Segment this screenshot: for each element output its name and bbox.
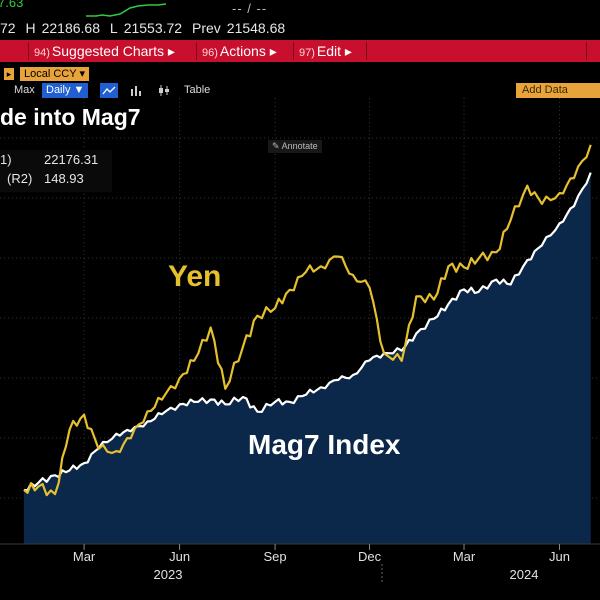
year-label: 2023 — [154, 567, 183, 582]
legend-value: 148.93 — [44, 171, 84, 186]
annotate-button[interactable]: ✎ Annotate — [268, 140, 322, 153]
x-tick-label: Jun — [549, 549, 570, 564]
currency-label: Local CCY — [24, 68, 77, 80]
yen-series-label: Yen — [168, 260, 221, 293]
add-data-input[interactable]: Add Data — [516, 83, 600, 98]
chart-toolbar: Max Daily ▼ Table Add Data — [0, 83, 600, 98]
change-placeholder: -- / -- — [232, 1, 268, 16]
prev-value: 21548.68 — [226, 20, 286, 36]
legend-tag: (R2) — [7, 171, 33, 186]
x-tick-label: Mar — [73, 549, 96, 564]
mag7-series-label: Mag7 Index — [248, 429, 401, 460]
actions-menu[interactable]: 96) Actions ▸ — [202, 43, 277, 60]
high-label: H — [25, 20, 36, 36]
period-dropdown[interactable]: Daily ▼ — [42, 83, 89, 98]
year-label: 2024 — [510, 567, 539, 582]
suggested-charts-menu[interactable]: 94) Suggested Charts ▸ — [34, 43, 175, 60]
price-stats-row: 72 H 22186.68 L 21553.72 Prev 21548.68 — [0, 20, 291, 36]
x-tick-label: Jun — [169, 549, 190, 564]
legend-row-mag7: 1) 22176.31 — [0, 152, 98, 167]
yen-series-line — [23, 144, 592, 497]
chart-title: de into Mag7 — [0, 104, 141, 130]
line-chart-icon[interactable] — [100, 83, 118, 98]
pencil-icon: ✎ — [272, 141, 280, 151]
menu-number: 94) — [34, 47, 50, 59]
intraday-sparkline — [86, 3, 166, 17]
menu-bar: 94) Suggested Charts ▸ 96) Actions ▸ 97) Ed… — [0, 40, 600, 62]
menu-number: 97) — [299, 47, 315, 59]
annotate-label: Annotate — [281, 141, 318, 151]
mag7-series-line — [23, 172, 592, 492]
high-value: 22186.68 — [41, 20, 100, 36]
quote-header: 7.63 -- / -- 72 H 22186.68 L 21553.72 Prev… — [0, 0, 600, 40]
low-label: L — [109, 20, 118, 36]
x-tick-label: Mar — [453, 549, 476, 564]
x-tick-label: Dec — [358, 549, 382, 564]
mag7-area-fill — [23, 172, 591, 544]
menu-label: Edit ▸ — [316, 43, 352, 59]
last-fragment: 72 — [0, 20, 16, 36]
menu-divider — [586, 42, 587, 60]
currency-dropdown[interactable]: Local CCY ▾ — [20, 67, 89, 81]
legend-row-yen: (R2) 148.93 — [0, 171, 84, 186]
table-button[interactable]: Table — [184, 84, 211, 96]
expand-arrow-icon[interactable]: ▸ — [4, 68, 14, 80]
menu-number: 96) — [202, 47, 218, 59]
prev-label: Prev — [191, 20, 221, 36]
menu-divider — [366, 42, 367, 60]
max-range-button[interactable]: Max — [14, 84, 35, 96]
edit-menu[interactable]: 97) Edit ▸ — [299, 43, 352, 60]
chart-plot: Mar Jun Sep Dec Mar Jun 2023 2024 Yen Mag7 Inde… — [0, 98, 600, 584]
menu-divider — [28, 42, 29, 60]
menu-label: Suggested Charts ▸ — [51, 43, 175, 59]
x-tick-labels: Mar Jun Sep Dec Mar Jun 2023 2024 — [73, 544, 570, 584]
candlestick-icon[interactable] — [156, 83, 172, 103]
legend-tag: 1) — [0, 152, 12, 167]
bar-chart-icon[interactable] — [128, 83, 144, 103]
menu-divider — [293, 42, 294, 60]
legend-value: 22176.31 — [44, 152, 99, 167]
low-value: 21553.72 — [123, 20, 183, 36]
last-price-fragment: 7.63 — [0, 0, 24, 10]
x-tick-label: Sep — [264, 549, 287, 564]
menu-divider — [196, 42, 197, 60]
menu-label: Actions ▸ — [219, 43, 277, 59]
chevron-down-icon: ▾ — [79, 68, 85, 80]
legend: 1) 22176.31 (R2) 148.93 — [0, 150, 112, 192]
